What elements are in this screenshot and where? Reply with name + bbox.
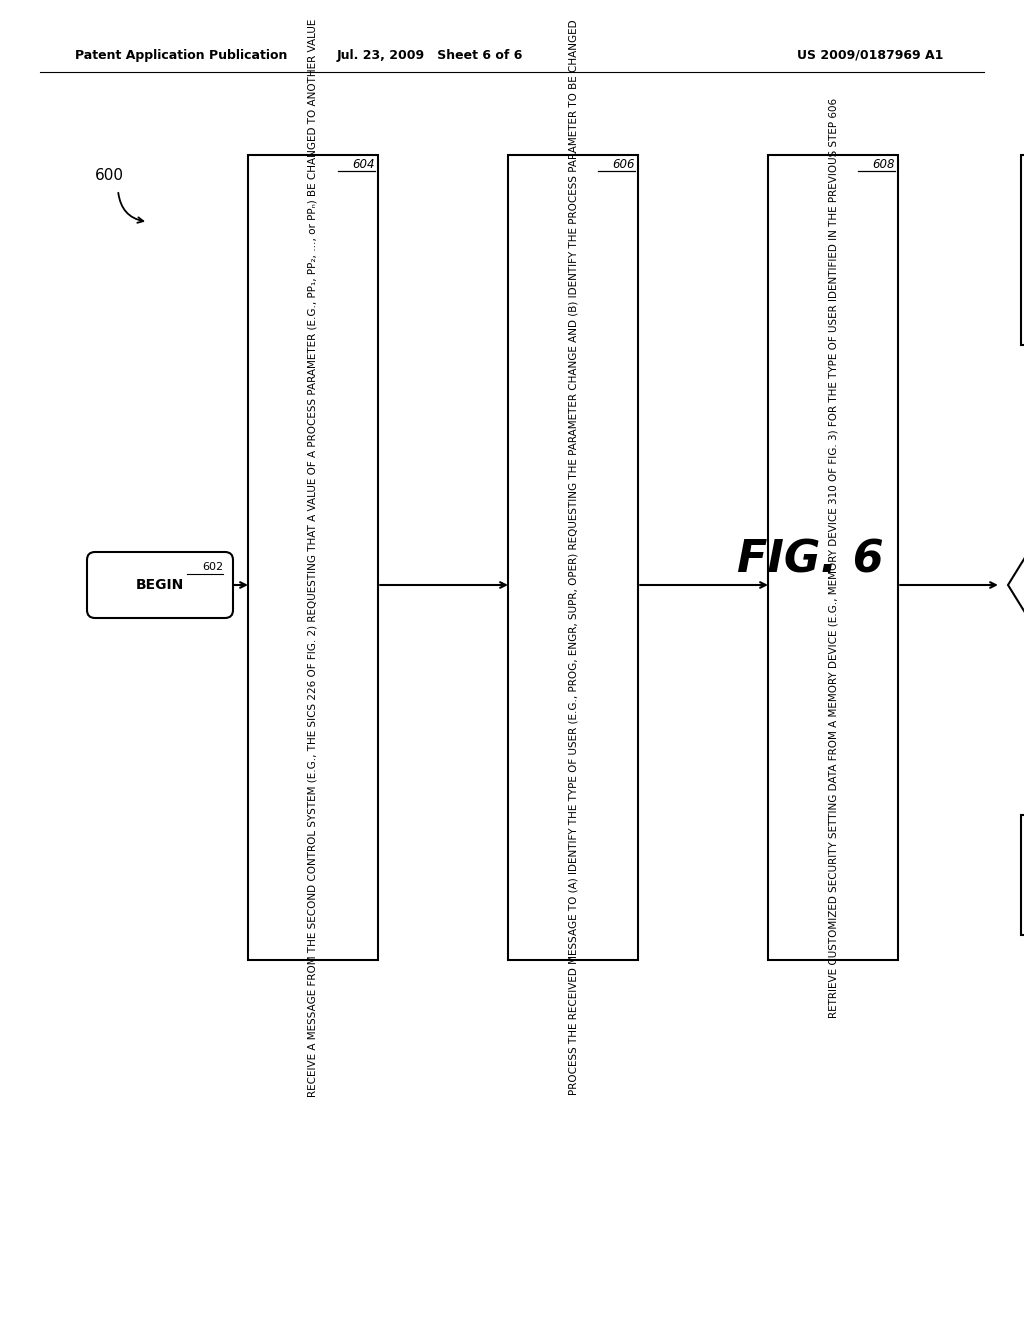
Text: RECEIVE A MESSAGE FROM THE SECOND CONTROL SYSTEM (E.G., THE SICS 226 OF FIG. 2) : RECEIVE A MESSAGE FROM THE SECOND CONTRO… [308, 18, 318, 1097]
Text: US 2009/0187969 A1: US 2009/0187969 A1 [797, 49, 943, 62]
Bar [1021, 814, 1024, 935]
Text: RETRIEVE CUSTOMIZED SECURITY SETTING DATA FROM A MEMORY DEVICE (E.G., MEMORY DEV: RETRIEVE CUSTOMIZED SECURITY SETTING DAT… [828, 98, 838, 1018]
Polygon shape [1008, 414, 1024, 755]
Bar [768, 154, 898, 960]
Text: Patent Application Publication: Patent Application Publication [75, 49, 288, 62]
Text: 606: 606 [612, 158, 635, 172]
Text: 604: 604 [352, 158, 375, 172]
Bar [1021, 154, 1024, 345]
Text: BEGIN: BEGIN [136, 578, 184, 591]
Text: 602: 602 [202, 562, 223, 572]
Text: Jul. 23, 2009   Sheet 6 of 6: Jul. 23, 2009 Sheet 6 of 6 [337, 49, 523, 62]
Bar [508, 154, 638, 960]
Text: 608: 608 [872, 158, 895, 172]
FancyBboxPatch shape [87, 552, 233, 618]
Bar [248, 154, 378, 960]
Text: 600: 600 [95, 168, 124, 182]
Text: PROCESS THE RECEIVED MESSAGE TO (A) IDENTIFY THE TYPE OF USER (E.G., PROG, ENGR,: PROCESS THE RECEIVED MESSAGE TO (A) IDEN… [568, 20, 578, 1096]
Text: FIG. 6: FIG. 6 [736, 539, 884, 582]
